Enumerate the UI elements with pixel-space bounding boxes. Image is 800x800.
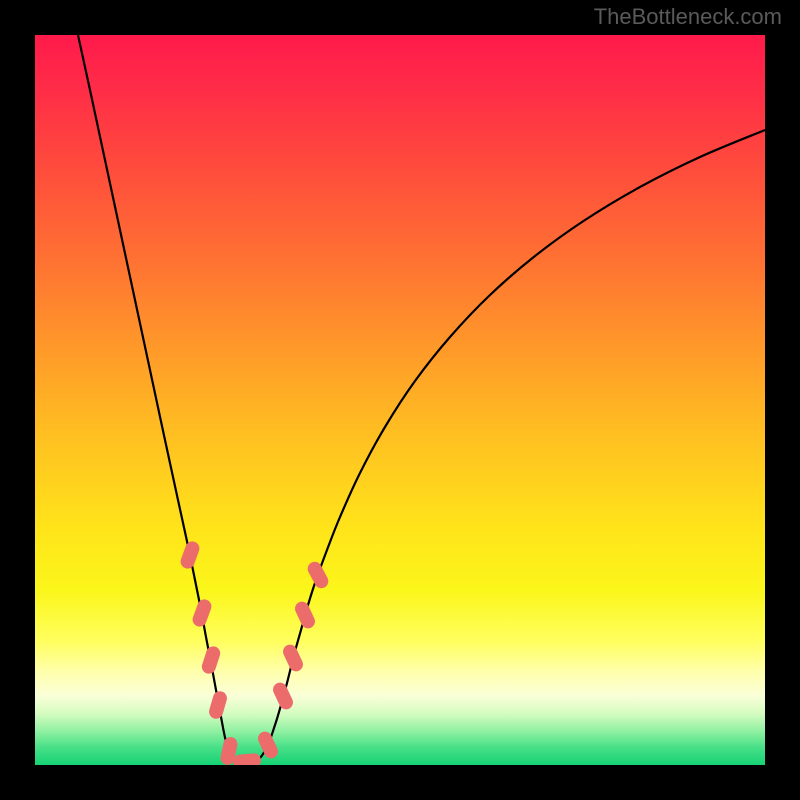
- markers-group: [179, 539, 331, 765]
- bottleneck-curve: [78, 35, 765, 764]
- watermark-text: TheBottleneck.com: [594, 4, 782, 30]
- curve-marker: [207, 690, 228, 721]
- plot-area: [35, 35, 765, 765]
- curve-marker: [271, 680, 296, 711]
- curve-marker: [179, 539, 202, 570]
- curve-marker: [305, 559, 331, 590]
- curve-marker: [200, 645, 222, 676]
- curve-layer: [35, 35, 765, 765]
- curve-marker: [232, 753, 261, 765]
- curve-marker: [256, 729, 281, 760]
- curve-marker: [293, 599, 318, 630]
- curve-marker: [191, 597, 214, 628]
- curve-marker: [281, 642, 306, 673]
